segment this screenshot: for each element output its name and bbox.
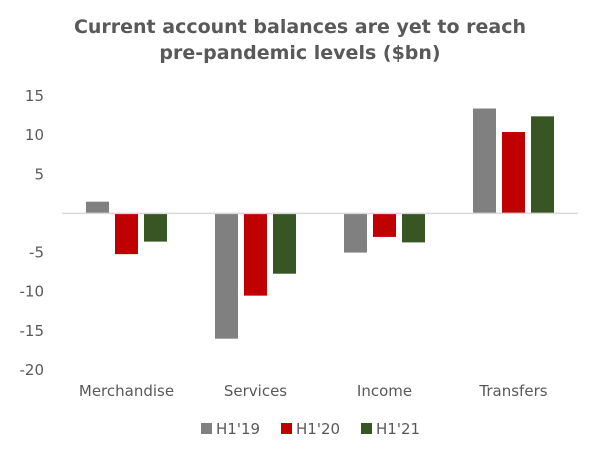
y-axis-tick-labels: 15 10 5 -5 -10 -15 -20 xyxy=(20,87,45,379)
y-tick-label: -5 xyxy=(29,244,44,262)
bars xyxy=(86,109,554,339)
bar xyxy=(473,109,496,214)
category-label: Income xyxy=(357,382,412,400)
category-label: Services xyxy=(224,382,287,400)
legend-label: H1'21 xyxy=(376,420,420,438)
category-labels: Merchandise Services Income Transfers xyxy=(79,382,548,400)
legend-swatch xyxy=(281,423,292,434)
y-tick-label: 15 xyxy=(25,87,44,105)
legend-swatch xyxy=(201,423,212,434)
bar xyxy=(144,213,167,241)
bar xyxy=(86,202,109,214)
bar xyxy=(531,116,554,213)
bar xyxy=(273,213,296,273)
legend-swatch xyxy=(361,423,372,434)
bar xyxy=(502,132,525,213)
legend: H1'19 H1'20 H1'21 xyxy=(201,420,420,438)
bar xyxy=(244,213,267,295)
y-tick-label: 10 xyxy=(25,126,44,144)
bar xyxy=(373,213,396,236)
y-tick-label: -10 xyxy=(20,283,45,301)
bar xyxy=(115,213,138,254)
y-tick-label: 5 xyxy=(34,165,44,183)
category-label: Merchandise xyxy=(79,382,174,400)
bar xyxy=(215,213,238,338)
y-tick-label: -20 xyxy=(20,361,45,379)
bar-chart: 15 10 5 -5 -10 -15 -20 Merchandise Services Inco… xyxy=(0,0,600,464)
legend-label: H1'20 xyxy=(296,420,340,438)
y-tick-label: -15 xyxy=(20,322,45,340)
bar xyxy=(402,213,425,242)
bar xyxy=(344,213,367,252)
category-label: Transfers xyxy=(478,382,547,400)
legend-label: H1'19 xyxy=(216,420,260,438)
